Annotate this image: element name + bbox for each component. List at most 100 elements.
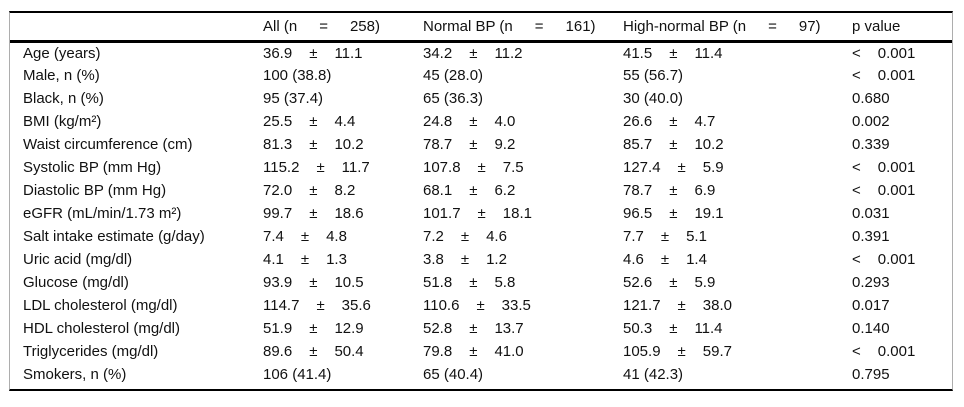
value-text: 110.6 (423, 297, 460, 314)
value-text: ± (460, 228, 470, 245)
value-text: ± (309, 205, 318, 222)
table-header: All (n = 258) Normal BP (n = 161) High-normal … (10, 13, 952, 41)
row-label: Black, n (%) (23, 90, 104, 107)
value-cell: 26.6 ±4.7 (610, 110, 839, 133)
row-label: Uric acid (mg/dl) (23, 251, 133, 268)
value-text: 59.7 (702, 343, 732, 360)
value-text: 0.001 (877, 343, 916, 360)
value-text: 5.1 (686, 228, 707, 245)
value-cell: 121.7 ±38.0 (610, 294, 839, 317)
column-header: Normal BP (n = 161) (410, 13, 610, 41)
value-text: 41.5 (623, 44, 653, 62)
value-text: 52.6 (623, 274, 653, 291)
value-text: 41 (42.3) (623, 366, 684, 383)
value-text: 96.5 (623, 205, 653, 222)
value-cell: 41 (42.3) (610, 363, 839, 386)
value-text: ± (477, 205, 486, 222)
value-text: ± (460, 251, 470, 268)
column-header-text: = (768, 17, 777, 35)
value-cell: 4.6 ±1.4 (610, 248, 839, 271)
table-body: Age (years) 36.9 ±11.1 34.2 ±11.2 41.5 ±11.4 <0… (10, 41, 952, 386)
column-header: All (n = 258) (250, 13, 410, 41)
value-text: ± (316, 297, 325, 314)
value-text: 4.1 (263, 251, 284, 268)
value-text: 38.0 (702, 297, 732, 314)
value-text: 78.7 (423, 136, 453, 153)
value-text: < (852, 251, 861, 268)
value-text: 65 (40.4) (423, 366, 484, 383)
value-text: 0.391 (852, 228, 890, 245)
value-text: ± (677, 343, 686, 360)
value-text: 0.031 (852, 205, 890, 222)
value-text: ± (309, 136, 318, 153)
value-text: 7.5 (502, 159, 524, 176)
value-text: 34.2 (423, 44, 453, 62)
value-text: < (852, 343, 861, 360)
value-text: 1.3 (326, 251, 347, 268)
value-cell: 0.017 (839, 294, 952, 317)
value-cell: 110.6 ±33.5 (410, 294, 610, 317)
table-row: BMI (kg/m²) 25.5 ±4.4 24.8 ±4.0 26.6 ±4.7 0.002 (10, 110, 952, 133)
column-header (10, 13, 250, 41)
value-cell: <0.001 (839, 41, 952, 64)
value-text: ± (469, 113, 478, 130)
table-row: Glucose (mg/dl) 93.9 ±10.5 51.8 ±5.8 52.6 ±5.9… (10, 271, 952, 294)
value-text: 114.7 (263, 297, 300, 314)
value-text: 4.4 (334, 113, 356, 130)
value-cell: 115.2 ±11.7 (250, 156, 410, 179)
value-text: ± (309, 274, 318, 291)
value-text: ± (669, 205, 678, 222)
row-label: Age (years) (23, 44, 101, 62)
value-text: 18.6 (334, 205, 364, 222)
value-text: ± (469, 320, 478, 337)
value-text: ± (309, 343, 318, 360)
value-text: 0.339 (852, 136, 890, 153)
value-text: ± (300, 251, 310, 268)
value-cell: 45 (28.0) (410, 64, 610, 87)
value-text: ± (677, 297, 686, 314)
value-text: 3.8 (423, 251, 444, 268)
value-cell: 36.9 ±11.1 (250, 41, 410, 64)
value-text: 0.001 (877, 182, 916, 199)
table-row: Salt intake estimate (g/day) 7.4 ±4.8 7.2 ±4… (10, 225, 952, 248)
value-text: 79.8 (423, 343, 453, 360)
value-text: < (852, 67, 861, 84)
value-text: 78.7 (623, 182, 653, 199)
value-cell: 72.0 ±8.2 (250, 179, 410, 202)
table-row: HDL cholesterol (mg/dl) 51.9 ±12.9 52.8 ±13.… (10, 317, 952, 340)
value-cell: 52.6 ±5.9 (610, 271, 839, 294)
value-cell: 50.3 ±11.4 (610, 317, 839, 340)
value-text: ± (477, 159, 486, 176)
data-table: All (n = 258) Normal BP (n = 161) High-normal … (10, 13, 952, 386)
value-text: 11.4 (694, 44, 723, 62)
value-text: 0.293 (852, 274, 890, 291)
value-text: 115.2 (263, 159, 300, 176)
table-row: Black, n (%) 95 (37.4) 65 (36.3) 30 (40.0) 0… (10, 87, 952, 110)
value-text: 7.2 (423, 228, 444, 245)
row-label: Waist circumference (cm) (23, 136, 193, 153)
row-label: Salt intake estimate (g/day) (23, 228, 205, 245)
value-cell: 78.7 ±6.9 (610, 179, 839, 202)
value-text: 6.2 (494, 182, 516, 199)
value-text: < (852, 182, 861, 199)
column-header-text: 161) (565, 17, 596, 35)
value-text: ± (469, 44, 478, 62)
value-text: 1.4 (686, 251, 707, 268)
value-cell: 93.9 ±10.5 (250, 271, 410, 294)
value-text: 5.9 (702, 159, 724, 176)
column-header-text: High-normal BP (n (623, 17, 747, 35)
value-text: 99.7 (263, 205, 293, 222)
value-cell: 7.2 ±4.6 (410, 225, 610, 248)
value-text: 100 (38.8) (263, 67, 332, 84)
value-cell: 51.9 ±12.9 (250, 317, 410, 340)
value-text: 0.017 (852, 297, 890, 314)
value-text: 4.6 (623, 251, 644, 268)
column-header-text: = (319, 17, 328, 35)
value-text: 11.2 (494, 44, 523, 62)
column-header: High-normal BP (n = 97) (610, 13, 839, 41)
value-text: 0.795 (852, 366, 890, 383)
value-cell: <0.001 (839, 340, 952, 363)
value-text: ± (669, 182, 678, 199)
value-cell: 78.7 ±9.2 (410, 133, 610, 156)
value-text: 81.3 (263, 136, 293, 153)
